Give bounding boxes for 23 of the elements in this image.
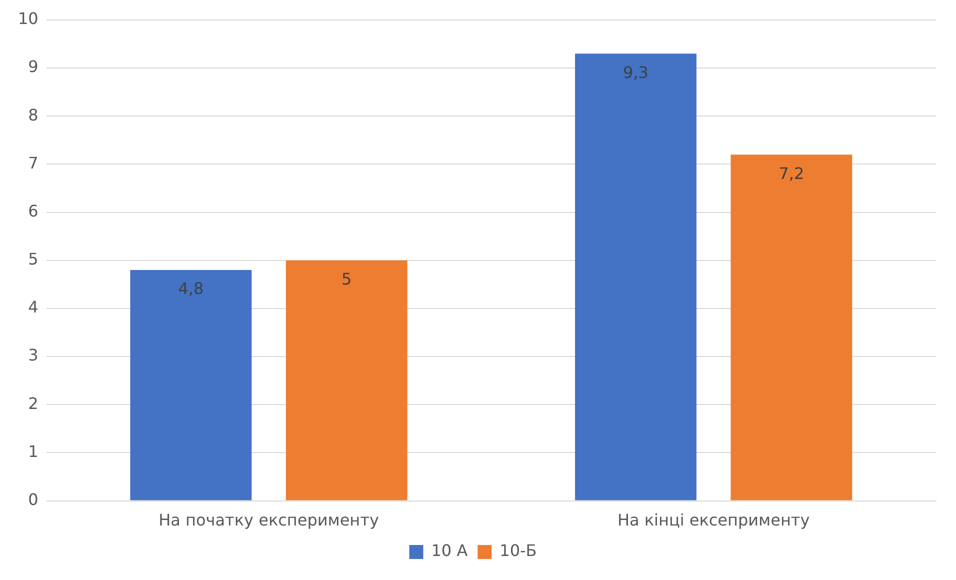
- bar: [730, 154, 852, 500]
- y-tick-label: 3: [28, 346, 38, 365]
- y-tick-label: 0: [28, 490, 38, 509]
- y-tick-label: 10: [18, 9, 38, 28]
- y-tick-label: 2: [28, 394, 38, 413]
- bar: [575, 54, 696, 500]
- legend-label: 10 А: [431, 541, 468, 560]
- y-tick-label: 5: [28, 250, 38, 269]
- y-tick-label: 6: [28, 201, 38, 220]
- x-tick-label: На початку експерименту: [158, 510, 379, 530]
- y-tick-label: 8: [28, 105, 38, 124]
- data-label: 4,8: [178, 279, 204, 298]
- y-tick-label: 4: [28, 298, 38, 317]
- y-tick-label: 7: [28, 153, 38, 172]
- data-label: 7,2: [778, 164, 804, 183]
- data-label: 5: [342, 270, 352, 289]
- y-tick-label: 1: [28, 442, 38, 461]
- bar: [286, 260, 408, 500]
- legend-label: 10-Б: [500, 541, 537, 560]
- bar: [130, 270, 252, 500]
- y-tick-label: 9: [28, 57, 38, 76]
- data-label: 9,3: [623, 62, 648, 82]
- x-tick-label: На кінці ексеприменту: [617, 510, 810, 530]
